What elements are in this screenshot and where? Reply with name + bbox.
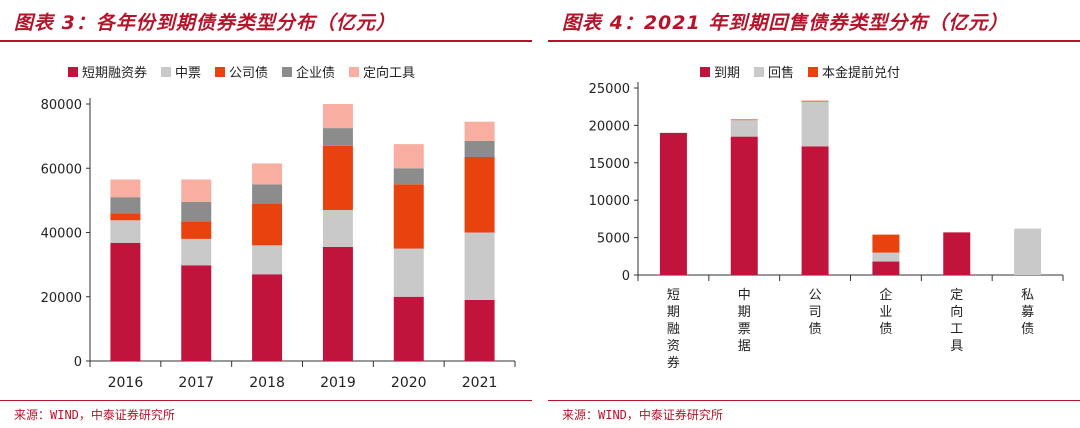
legend-label: 企业债 (296, 65, 335, 81)
y-tick-label: 20000 (41, 291, 82, 306)
y-tick-label: 0 (622, 269, 630, 284)
x-tick-label: 2019 (320, 375, 356, 391)
legend-label: 中票 (175, 66, 201, 81)
bar-segment (730, 136, 758, 275)
legend-label: 定向工具 (363, 65, 415, 81)
bar-segment (464, 140, 495, 158)
y-tick-label: 15000 (589, 157, 630, 172)
bar-segment (322, 145, 353, 211)
bar-segment (322, 246, 353, 361)
bar-segment (252, 274, 283, 361)
bar-segment (252, 245, 283, 275)
bar-segment (464, 121, 495, 141)
bar-segment (1014, 228, 1042, 275)
legend-label: 到期 (714, 66, 740, 81)
x-tick-label: 企业债 (879, 287, 892, 337)
y-tick-label: 20000 (589, 119, 630, 134)
y-tick-label: 0 (74, 355, 82, 370)
bar-segment (110, 197, 141, 214)
legend-label: 短期融资券 (82, 65, 147, 81)
bar-segment (730, 119, 758, 121)
bar-segment (393, 184, 424, 249)
bar-segment (322, 128, 353, 146)
x-tick-label: 2016 (108, 375, 144, 391)
bar-segment (801, 146, 829, 275)
chart-title: 图表 4：2021 年到期回售债券类型分布（亿元） (562, 12, 1009, 34)
legend-swatch (754, 67, 764, 77)
chart-title: 图表 3：各年份到期债券类型分布（亿元） (14, 12, 396, 34)
bar-segment (872, 234, 900, 253)
source-divider (0, 400, 532, 401)
putback-by-type-chart: 到期 回售 本金提前兑付 0 5000 10000 15000 20000 25000 短期融资券… (589, 65, 1064, 371)
bar-segment (393, 168, 424, 185)
bar-segment (730, 120, 758, 137)
bar-segment (181, 265, 212, 361)
bar-segment (252, 184, 283, 204)
bar-segment (393, 144, 424, 169)
y-tick-label: 80000 (41, 98, 82, 113)
bar-segment (464, 299, 495, 361)
y-tick-label: 10000 (589, 194, 630, 209)
legend-swatch (349, 67, 359, 77)
legend-swatch (700, 67, 710, 77)
legend-swatch (68, 67, 78, 77)
bar-segment (252, 203, 283, 246)
x-tick-label: 中期票据 (738, 288, 751, 354)
bar-segment (659, 132, 687, 275)
bar-segment (801, 100, 829, 102)
y-tick-label: 60000 (41, 162, 82, 177)
title-divider (0, 40, 532, 42)
y-tick-label: 25000 (589, 82, 630, 97)
bar-segment (322, 210, 353, 247)
x-tick-label: 公司债 (809, 288, 822, 337)
left-chart-panel: 图表 3：各年份到期债券类型分布（亿元） 短期融资券 中票 公司债 企业债 定向工具 0 2… (0, 0, 532, 428)
bar-segment (464, 157, 495, 233)
legend-swatch (215, 67, 225, 77)
x-tick-label: 2017 (178, 375, 214, 391)
bar-segment (181, 201, 212, 222)
bar-segment (872, 261, 900, 275)
right-chart-panel: 图表 4：2021 年到期回售债券类型分布（亿元） 到期 回售 本金提前兑付 0 500… (548, 0, 1080, 428)
bar-segment (110, 213, 141, 221)
bar-segment (110, 242, 141, 361)
x-tick-label: 短期融资券 (667, 288, 680, 371)
title-divider (548, 40, 1080, 42)
bar-segment (464, 232, 495, 300)
legend-swatch (282, 67, 292, 77)
bar-segment (393, 248, 424, 297)
legend-label: 本金提前兑付 (822, 65, 900, 81)
y-tick-label: 5000 (597, 232, 630, 247)
bar-segment (393, 296, 424, 361)
bar-segment (181, 221, 212, 239)
bar-segment (181, 238, 212, 266)
bar-segment (943, 232, 971, 275)
bar-segment (322, 104, 353, 129)
y-tick-label: 40000 (41, 227, 82, 242)
source-note: 来源：WIND，中泰证券研究所 (14, 408, 175, 422)
x-tick-label: 2020 (391, 375, 427, 391)
x-tick-label: 2018 (249, 375, 285, 391)
maturity-by-year-chart: 短期融资券 中票 公司债 企业债 定向工具 0 20000 40000 60000 80000 20… (41, 65, 516, 391)
x-tick-label: 私募债 (1021, 288, 1034, 337)
bar-segment (110, 179, 141, 198)
x-tick-label: 定向工具 (950, 288, 963, 354)
bar-segment (872, 252, 900, 262)
bar-segment (181, 179, 212, 202)
legend-swatch (808, 67, 818, 77)
source-divider (548, 400, 1080, 401)
bar-segment (110, 220, 141, 243)
bar-segment (252, 163, 283, 185)
legend-label: 回售 (768, 65, 794, 81)
bar-segment (801, 101, 829, 147)
legend-label: 公司债 (229, 66, 268, 81)
source-note: 来源：WIND，中泰证券研究所 (562, 408, 723, 422)
x-tick-label: 2021 (462, 375, 498, 391)
legend-swatch (161, 67, 171, 77)
